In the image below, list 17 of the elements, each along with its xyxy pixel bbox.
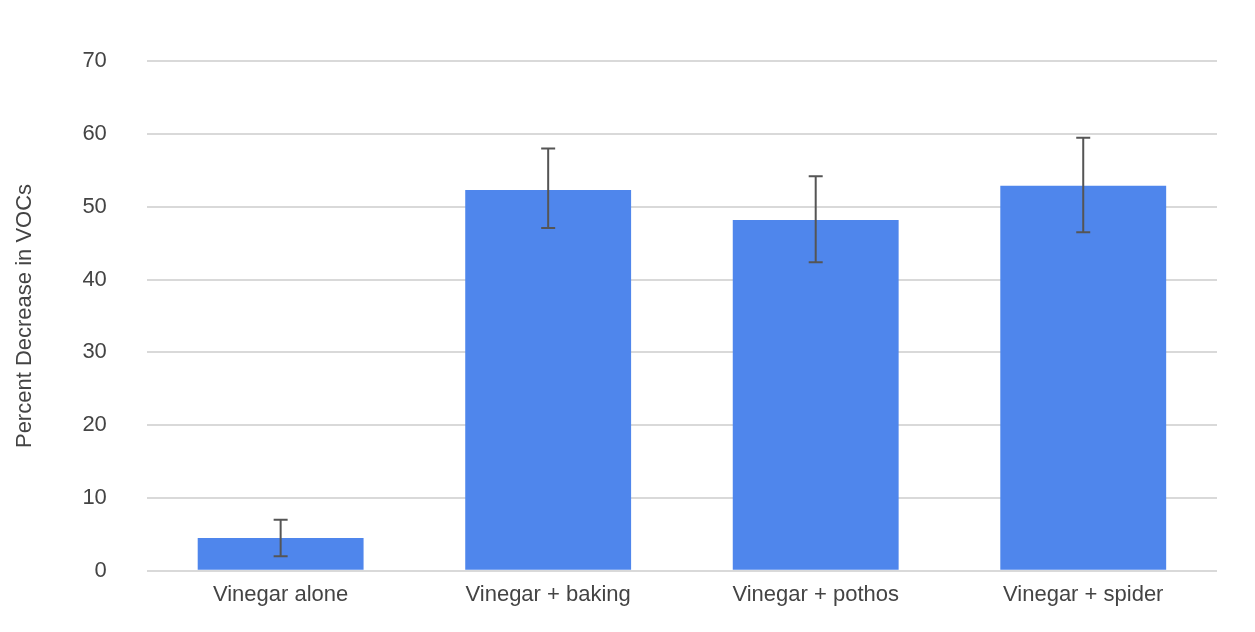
y-tick-label: 20 [82, 411, 107, 437]
y-tick-label: 40 [82, 265, 107, 291]
x-tick-label: Vinegar + spider [1003, 581, 1164, 607]
y-tick-label: 30 [82, 338, 107, 364]
bar [732, 219, 899, 570]
x-tick-label: Vinegar + pothos [732, 581, 899, 607]
y-axis-title: Percent Decrease in VOCs [11, 183, 37, 449]
y-tick-label: 60 [82, 120, 107, 146]
y-tick-label: 70 [82, 47, 107, 73]
bar [1000, 185, 1167, 570]
y-tick-label: 10 [82, 484, 107, 510]
x-tick-label: Vinegar + baking [465, 581, 631, 607]
bar [197, 538, 364, 570]
x-tick-label: Vinegar alone [212, 581, 349, 607]
y-tick-label: 50 [82, 192, 107, 218]
y-tick-label: 0 [94, 556, 107, 582]
bar [465, 190, 632, 570]
